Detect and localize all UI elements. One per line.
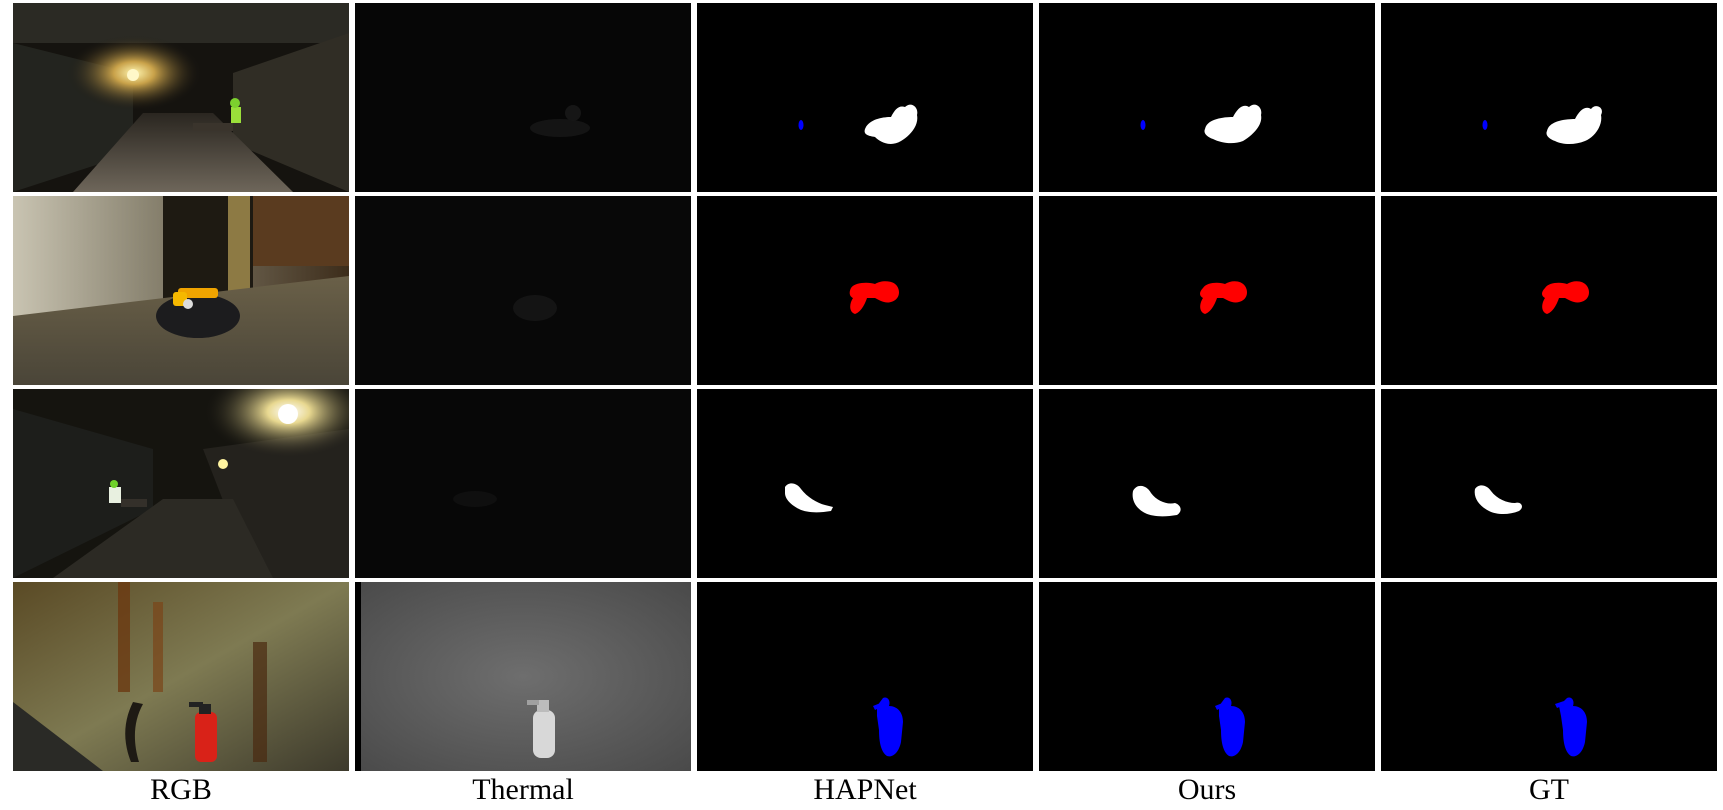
hapnet-prediction-row3 [697, 389, 1033, 578]
gt-mask-row1 [1381, 3, 1717, 192]
thermal-image-row2 [355, 196, 691, 385]
ours-prediction-row4 [1039, 582, 1375, 771]
column-label-rgb: RGB [150, 773, 212, 806]
hapnet-prediction-row1 [697, 3, 1033, 192]
column-label-hapnet: HAPNet [813, 773, 917, 806]
rgb-image-row4 [13, 582, 349, 771]
hapnet-prediction-row2 [697, 196, 1033, 385]
ours-prediction-row1 [1039, 3, 1375, 192]
gt-mask-row3 [1381, 389, 1717, 578]
column-label-ours: Ours [1177, 773, 1237, 806]
rgb-image-row2 [13, 196, 349, 385]
thermal-image-row1 [355, 3, 691, 192]
gt-mask-row2 [1381, 196, 1717, 385]
gt-mask-row4 [1381, 582, 1717, 771]
column-label-gt: GT [1529, 773, 1569, 806]
ours-prediction-row2 [1039, 196, 1375, 385]
hapnet-prediction-row4 [697, 582, 1033, 771]
rgb-image-row3 [13, 389, 349, 578]
column-label-thermal: Thermal [472, 773, 574, 806]
thermal-image-row4 [355, 582, 691, 771]
thermal-image-row3 [355, 389, 691, 578]
rgb-image-row1 [13, 3, 349, 192]
ours-prediction-row3 [1039, 389, 1375, 578]
